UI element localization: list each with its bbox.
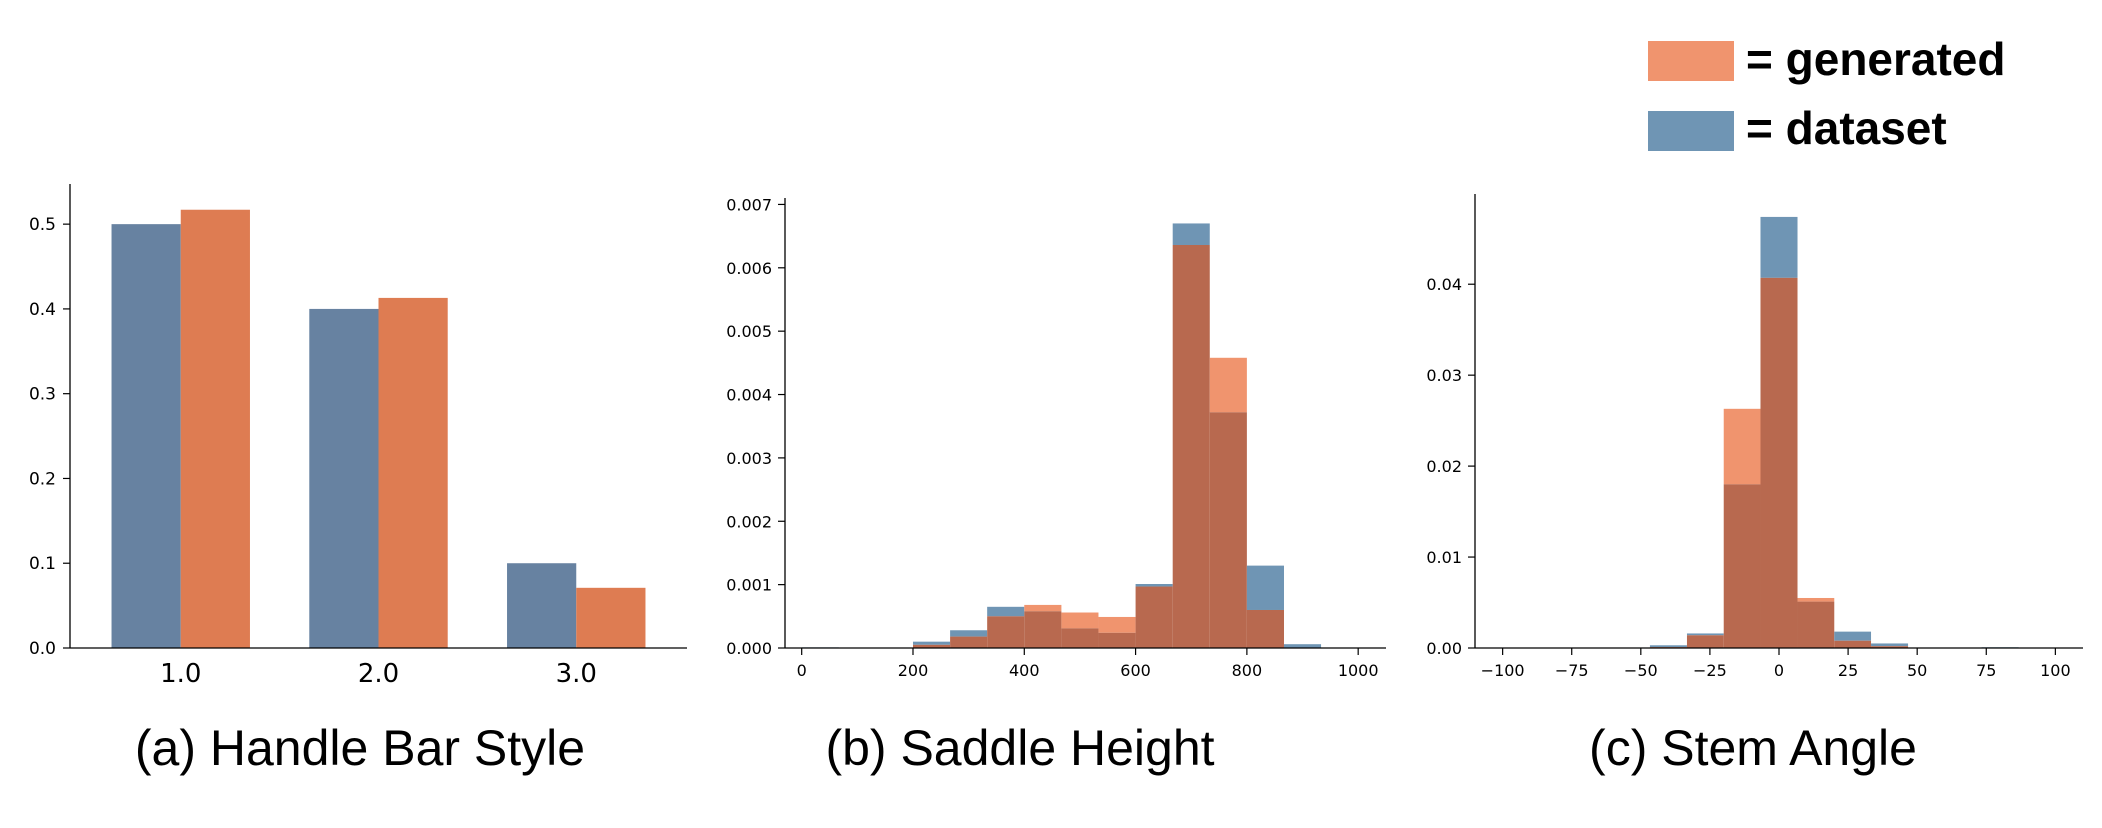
x-tick-label: −50 [1624, 661, 1658, 680]
legend-swatch-dataset [1648, 111, 1734, 151]
hist-bar-overlap [1172, 244, 1210, 648]
hist-bar-overlap [1797, 601, 1835, 648]
chart-panel-handle-bar-style: 1.0 2.0 3.0 0.0 0.1 0.2 0.3 0.4 0.5 [29, 184, 687, 689]
hist-bar-dataset [1649, 645, 1687, 648]
legend-swatch-generated [1648, 41, 1734, 81]
hist-bar-overlap [912, 644, 951, 648]
x-tick-label: 3.0 [556, 659, 597, 689]
y-tick-label: 0.003 [726, 449, 772, 468]
hist-bar-overlap [1871, 646, 1909, 648]
x-tick-label: 800 [1232, 661, 1263, 680]
x-tick-label: 75 [1976, 661, 1996, 680]
x-tick-label: 2.0 [358, 659, 399, 689]
bar-generated-3.0 [576, 587, 646, 648]
y-tick-label: 0.001 [726, 576, 772, 595]
bar-dataset-1.0 [111, 224, 181, 648]
hist-bar-generated [1723, 408, 1761, 485]
x-tick-label: 0 [797, 661, 807, 680]
y-tick-label: 0.00 [1426, 639, 1462, 658]
hist-bar-dataset [1172, 223, 1210, 245]
y-tick-label: 0.4 [29, 300, 56, 320]
legend: = generated = dataset [1648, 33, 2006, 154]
hist-bar-dataset [1834, 631, 1872, 641]
legend-label-dataset: = dataset [1746, 102, 1947, 154]
caption-handle-bar-style: (a) Handle Bar Style [135, 720, 585, 776]
y-tick-label: 0.007 [726, 195, 772, 214]
hist-bar-dataset [1760, 216, 1798, 278]
hist-bar-overlap [950, 636, 988, 648]
x-tick-label: 1.0 [160, 659, 201, 689]
hist-bar-overlap [1834, 640, 1872, 648]
hist-bar-dataset [1871, 643, 1909, 647]
hist-bar-generated [1797, 597, 1835, 602]
chart-panel-saddle-height: 0.000 0.001 0.002 0.003 0.004 0.005 0.006 0.007… [726, 195, 1386, 680]
y-tick-label: 0.01 [1426, 548, 1462, 567]
bar-generated-1.0 [180, 209, 250, 648]
hist-bar-generated [1061, 612, 1099, 629]
y-tick-label: 0.2 [29, 469, 56, 489]
legend-label-generated: = generated [1746, 33, 2006, 85]
hist-bar-generated [1098, 616, 1136, 633]
bar-generated-2.0 [378, 297, 448, 648]
hist-bar-overlap [1098, 632, 1136, 648]
x-tick-label: −25 [1693, 661, 1727, 680]
hist-bar-overlap [1686, 635, 1724, 648]
hist-bar-dataset [987, 606, 1025, 617]
y-tick-label: 0.1 [29, 554, 56, 574]
hist-bar-overlap [1024, 611, 1062, 648]
hist-bar-dataset [912, 641, 951, 645]
hist-bar-overlap [1246, 609, 1284, 648]
x-tick-label: 100 [2040, 661, 2071, 680]
hist-bar-overlap [1135, 586, 1173, 648]
hist-bar-dataset [1135, 584, 1173, 587]
hist-bar-overlap [1061, 628, 1099, 648]
hist-bar-dataset [1686, 633, 1724, 636]
y-tick-label: 0.002 [726, 512, 772, 531]
x-tick-label: 50 [1907, 661, 1927, 680]
x-tick-label: −100 [1481, 661, 1525, 680]
hist-bar-dataset [1283, 644, 1322, 648]
caption-saddle-height: (b) Saddle Height [825, 720, 1214, 776]
y-tick-label: 0.004 [726, 386, 772, 405]
x-tick-label: 0 [1774, 661, 1784, 680]
y-tick-label: 0.02 [1426, 457, 1462, 476]
bar-dataset-2.0 [309, 308, 379, 648]
hist-bar-dataset [950, 630, 988, 637]
bar-dataset-3.0 [507, 563, 577, 648]
x-tick-label: 25 [1838, 661, 1858, 680]
hist-bar-overlap [1209, 412, 1247, 648]
x-tick-label: 200 [898, 661, 929, 680]
y-tick-label: 0.03 [1426, 366, 1462, 385]
caption-stem-angle: (c) Stem Angle [1589, 720, 1917, 776]
y-tick-label: 0.5 [29, 215, 56, 235]
y-tick-label: 0.0 [29, 639, 56, 659]
y-tick-label: 0.000 [726, 639, 772, 658]
y-tick-label: 0.3 [29, 385, 56, 405]
y-tick-label: 0.04 [1426, 275, 1462, 294]
x-tick-label: 600 [1120, 661, 1151, 680]
hist-bar-overlap [987, 616, 1025, 648]
x-tick-label: 1000 [1338, 661, 1379, 680]
hist-bar-overlap [1760, 277, 1798, 648]
hist-bar-dataset [1246, 565, 1284, 610]
x-tick-label: 400 [1009, 661, 1040, 680]
hist-bar-overlap [1723, 484, 1761, 648]
hist-bar-generated [1209, 357, 1247, 413]
x-tick-label: −75 [1555, 661, 1589, 680]
y-tick-label: 0.006 [726, 259, 772, 278]
hist-bar-generated [1024, 604, 1062, 612]
chart-panel-stem-angle: 0.00 0.01 0.02 0.03 0.04 −100 −75 −50 −25 0 25 50 75… [1426, 194, 2083, 680]
y-tick-label: 0.005 [726, 322, 772, 341]
